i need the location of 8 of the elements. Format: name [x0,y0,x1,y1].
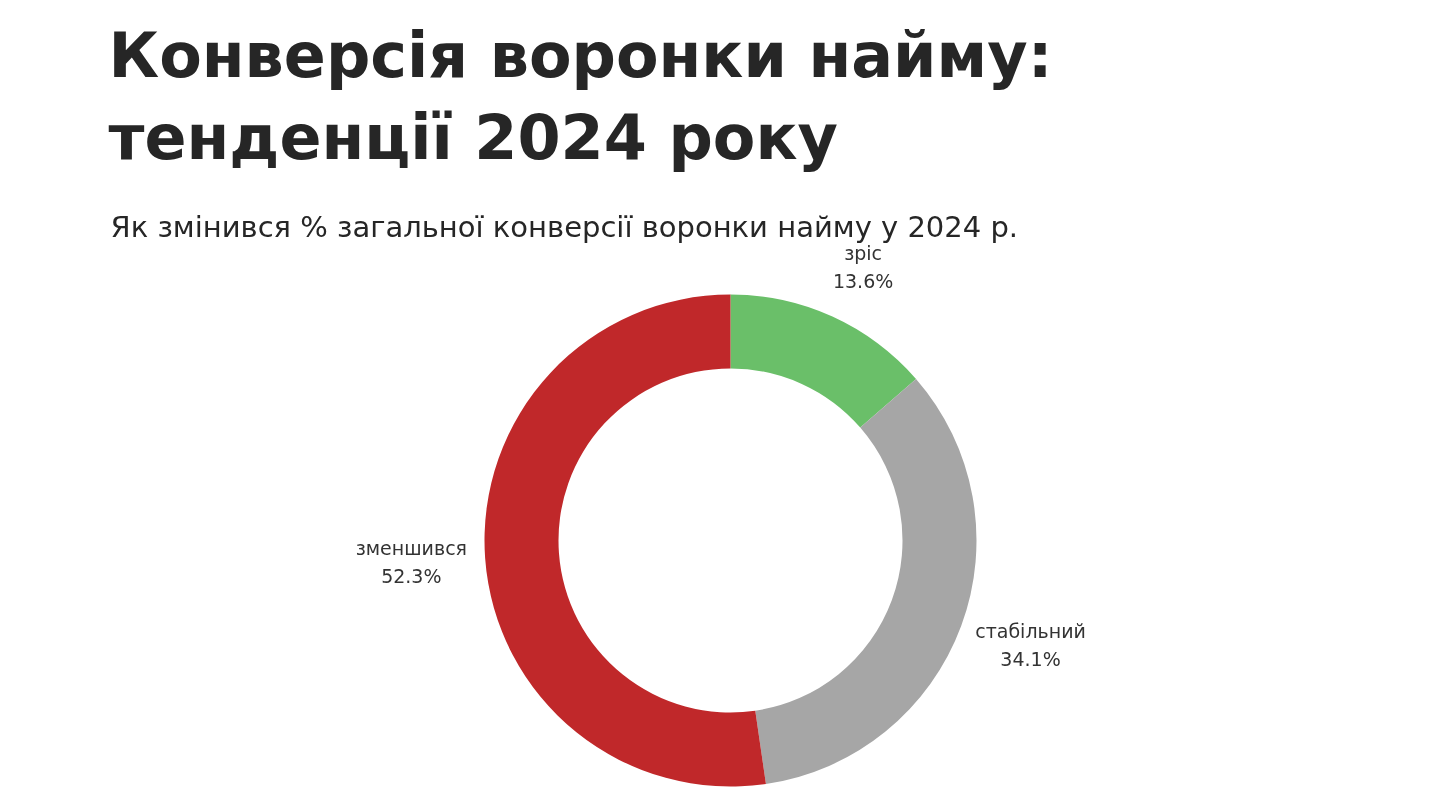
data-label: 13.6% [832,270,894,293]
chart-subtitle: Як змінився % загальної конверсії воронки найму у 2024 р. [110,209,1019,244]
slice-label: зріс [844,242,883,265]
slice-label: стабільний [975,619,1086,642]
data-label: 52.3% [381,565,442,588]
slice-label: зменшився [355,537,468,560]
data-label: 34.1% [1000,647,1061,670]
chart-title: Конверсія воронки найму: тенденції 2024 року [108,19,1053,174]
